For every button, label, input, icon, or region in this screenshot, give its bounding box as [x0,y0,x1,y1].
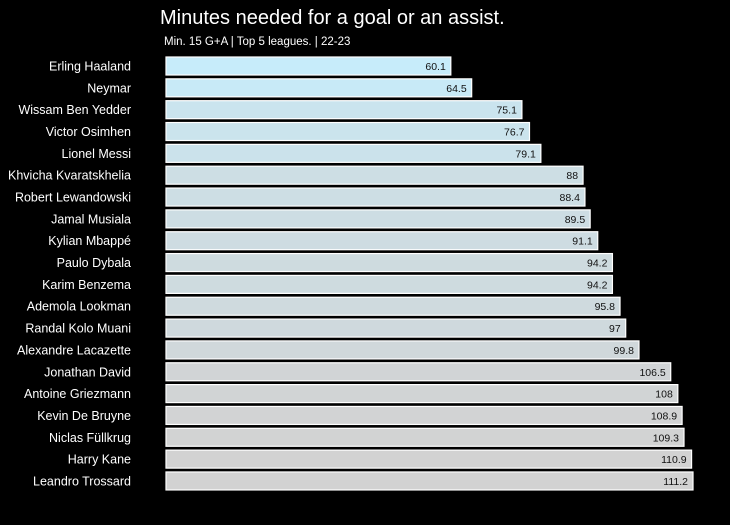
category-label: Alexandre Lacazette [17,343,131,357]
value-label: 79.1 [515,148,536,160]
category-label: Leandro Trossard [33,474,131,488]
bar [165,121,531,142]
bar-group: Erling Haaland 60.1 [49,56,452,76]
bar-group: Leandro Trossard 111.2 [33,471,694,491]
category-label: Neymar [87,81,131,95]
bar [165,405,683,426]
chart-subtitle: Min. 15 G+A | Top 5 leagues. | 22-23 [164,36,350,48]
bar [165,449,693,469]
bar [165,427,685,447]
bar [165,100,523,120]
category-label: Ademola Lookman [27,300,131,314]
value-label: 60.1 [425,61,446,73]
bar-group: Victor Osimhen 76.7 [46,121,531,142]
category-label: Randal Kolo Muani [25,322,131,336]
bar [165,165,584,185]
value-label: 91.1 [572,236,593,248]
bar [165,471,694,491]
bar-group: Ademola Lookman 95.8 [27,296,621,316]
bar-group: Jamal Musiala 89.5 [51,209,591,229]
category-label: Niclas Füllkrug [49,431,131,445]
category-label: Jonathan David [44,365,131,379]
category-label: Antoine Griezmann [24,387,131,401]
category-label: Karim Benzema [42,278,131,292]
category-label: Jamal Musiala [51,212,131,226]
bar-group: Jonathan David 106.5 [44,362,672,382]
value-label: 94.2 [587,279,608,291]
bar [165,209,591,229]
bar-group: Lionel Messi 79.1 [62,143,542,163]
bar-group: Antoine Griezmann 108 [24,384,679,404]
category-label: Kevin De Bruyne [37,409,131,423]
category-label: Robert Lewandowski [15,191,131,205]
bar [165,252,614,273]
value-label: 88.4 [560,192,581,204]
value-label: 94.2 [587,258,608,270]
bar-group: Harry Kane 110.9 [68,449,693,469]
category-label: Wissam Ben Yedder [18,103,131,117]
category-label: Lionel Messi [62,147,131,161]
bar [165,296,621,316]
value-label: 109.3 [653,432,679,444]
bar-group: Karim Benzema 94.2 [42,274,614,294]
bar-group: Kylian Mbappé 91.1 [48,231,599,251]
bars-layer: Erling Haaland 60.1 Neymar 64.5 Wissam Ben Y… [8,56,694,491]
value-label: 97 [609,323,621,335]
bar [165,56,452,76]
bar-group: Alexandre Lacazette 99.8 [17,340,640,360]
bar-group: Niclas Füllkrug 109.3 [49,427,685,447]
bar [165,231,599,251]
value-label: 76.7 [504,127,525,139]
value-label: 110.9 [661,454,687,466]
category-label: Paulo Dybala [57,256,131,270]
value-label: 106.5 [639,367,665,379]
value-label: 99.8 [614,345,635,357]
bar [165,340,640,360]
bar [165,274,614,294]
bar [165,187,586,207]
bar [165,143,542,163]
bar [165,362,672,382]
category-label: Khvicha Kvaratskhelia [8,169,131,183]
value-label: 64.5 [446,83,467,95]
bar [165,78,473,98]
bar-group: Kevin De Bruyne 108.9 [37,405,683,426]
value-label: 95.8 [595,301,616,313]
bar [165,384,679,404]
value-label: 111.2 [663,476,688,488]
value-label: 108.9 [651,410,677,422]
category-label: Erling Haaland [49,60,131,74]
value-label: 75.1 [496,105,517,117]
bar [165,318,627,338]
value-label: 88 [566,170,578,182]
value-label: 108 [655,389,673,401]
bar-group: Wissam Ben Yedder 75.1 [18,100,523,120]
category-label: Kylian Mbappé [48,234,131,248]
category-label: Victor Osimhen [46,125,131,139]
bar-group: Neymar 64.5 [87,78,473,98]
chart-title: Minutes needed for a goal or an assist. [160,7,505,29]
bar-group: Paulo Dybala 94.2 [57,252,614,273]
bar-group: Khvicha Kvaratskhelia 88 [8,165,584,185]
category-label: Harry Kane [68,453,131,467]
bar-group: Robert Lewandowski 88.4 [15,187,586,207]
bar-group: Randal Kolo Muani 97 [25,318,627,338]
value-label: 89.5 [565,214,586,226]
